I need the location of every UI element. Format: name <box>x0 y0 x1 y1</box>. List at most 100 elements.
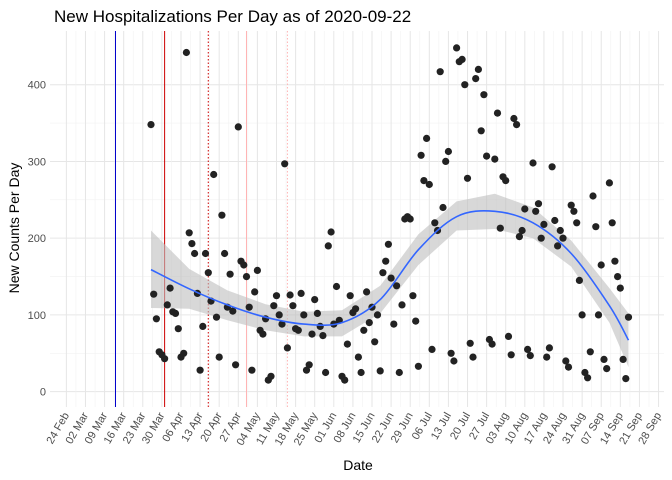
data-point <box>466 339 474 347</box>
data-point <box>428 345 436 353</box>
data-point <box>480 91 488 99</box>
data-point <box>343 340 351 348</box>
data-point <box>622 375 630 383</box>
data-point <box>619 355 627 363</box>
data-point <box>564 363 573 371</box>
data-point <box>575 276 584 284</box>
data-point <box>382 257 390 265</box>
data-point <box>305 361 313 369</box>
data-point <box>226 270 234 278</box>
data-point <box>363 288 371 296</box>
data-point <box>163 301 171 309</box>
data-point <box>199 322 207 330</box>
data-point <box>515 233 524 241</box>
data-point <box>540 220 548 228</box>
data-point <box>594 311 603 319</box>
data-point <box>210 170 218 179</box>
x-axis-label: Date <box>343 457 373 473</box>
data-point <box>166 284 174 292</box>
data-point <box>425 180 433 189</box>
data-point <box>212 313 221 321</box>
data-point <box>204 269 212 277</box>
data-point <box>313 309 321 317</box>
data-point <box>477 127 485 135</box>
data-point <box>245 303 253 311</box>
data-point <box>221 249 229 258</box>
data-point <box>182 48 190 57</box>
data-point <box>545 344 554 352</box>
data-point <box>463 174 472 182</box>
data-point <box>526 352 534 360</box>
data-point <box>532 207 540 215</box>
data-point <box>259 330 267 338</box>
data-point <box>379 269 387 277</box>
data-point <box>267 372 275 380</box>
data-point <box>614 273 622 281</box>
data-point <box>150 290 158 298</box>
data-point <box>417 151 425 159</box>
data-point <box>616 284 624 292</box>
data-point <box>573 219 581 227</box>
data-point <box>461 81 469 89</box>
data-point <box>447 349 455 357</box>
data-point <box>322 368 330 377</box>
data-point <box>316 322 324 330</box>
data-point <box>597 261 605 269</box>
data-point <box>504 332 513 340</box>
data-point <box>272 292 281 300</box>
data-point <box>253 266 261 274</box>
data-point <box>414 362 422 370</box>
data-point <box>286 291 294 299</box>
reference-lines <box>114 31 288 407</box>
y-tick-label: 200 <box>28 233 46 245</box>
data-point <box>534 200 543 208</box>
y-axis-ticks: 0 100 200 300 400 <box>28 80 46 399</box>
data-point <box>513 121 521 129</box>
data-point <box>319 332 327 340</box>
data-point <box>521 205 529 213</box>
data-point <box>300 311 308 319</box>
chart-title: New Hospitalizations Per Day as of 2020-… <box>54 7 411 26</box>
data-point <box>281 160 289 168</box>
data-point <box>294 326 302 334</box>
data-point <box>496 224 504 232</box>
data-point <box>548 163 556 171</box>
data-point <box>152 315 160 323</box>
data-point <box>608 219 616 227</box>
data-point <box>458 55 466 64</box>
data-point <box>251 288 259 296</box>
data-point <box>556 226 564 235</box>
data-point <box>562 357 570 365</box>
data-point <box>472 75 480 83</box>
data-point <box>554 242 562 250</box>
data-point <box>352 305 360 313</box>
data-point <box>453 44 461 52</box>
data-point <box>232 361 240 369</box>
data-point <box>215 353 223 361</box>
data-point <box>373 311 382 319</box>
y-tick-label: 300 <box>28 156 46 168</box>
data-point <box>483 152 491 160</box>
data-point <box>196 366 204 374</box>
y-tick-label: 100 <box>28 310 46 322</box>
data-point <box>289 302 297 310</box>
data-point <box>398 301 406 309</box>
data-point <box>390 320 398 328</box>
data-point <box>327 228 335 236</box>
data-point <box>493 109 502 117</box>
data-point <box>384 240 392 248</box>
data-point <box>357 368 365 377</box>
smooth-line <box>150 210 630 341</box>
data-point <box>346 292 354 300</box>
data-point <box>387 274 395 282</box>
data-point <box>376 367 384 375</box>
data-point <box>332 282 341 291</box>
data-point <box>240 261 248 269</box>
data-point <box>600 355 608 363</box>
data-point <box>371 338 379 346</box>
data-point <box>431 219 439 227</box>
data-point <box>444 147 452 156</box>
data-point <box>393 282 401 290</box>
